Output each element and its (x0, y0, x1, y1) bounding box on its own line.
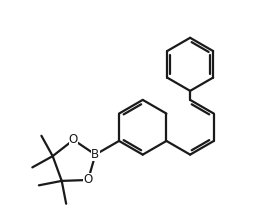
Text: B: B (91, 148, 99, 161)
Text: O: O (69, 133, 78, 146)
Text: O: O (83, 173, 93, 187)
